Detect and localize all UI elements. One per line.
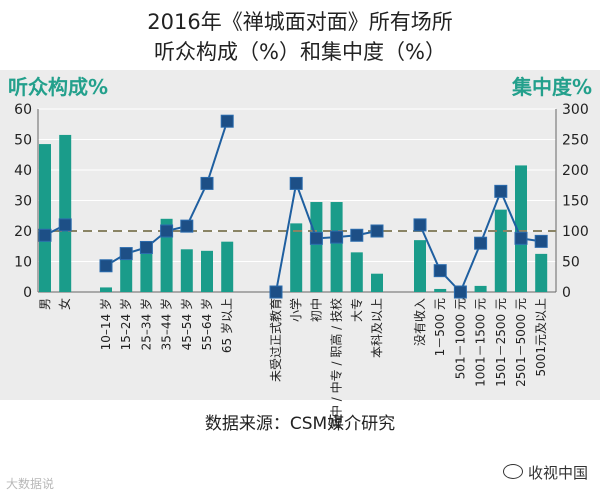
x-tick-label: 高中 / 中专 / 职高 / 技校 <box>329 298 344 429</box>
marker-age-0 <box>99 259 113 273</box>
bar-age-4 <box>180 249 193 292</box>
left-tick-label: 60 <box>14 102 32 118</box>
marker-age-4 <box>180 219 194 233</box>
data-source: 数据来源：CSM媒介研究 <box>204 414 396 434</box>
bar-income-0 <box>414 240 426 292</box>
x-tick-label: 15–24 岁 <box>118 298 133 350</box>
right-tick-label: 50 <box>562 255 580 271</box>
left-tick-label: 0 <box>23 285 32 301</box>
x-tick-label: 10–14 岁 <box>98 298 113 350</box>
left-axis-label: 听众构成% <box>8 75 108 99</box>
x-tick-label: 未受过正式教育 <box>268 298 283 382</box>
x-tick-label: 男 <box>38 298 52 310</box>
x-tick-label: 35–44 岁 <box>159 298 174 350</box>
left-tick-label: 10 <box>14 255 32 271</box>
marker-education-5 <box>370 224 384 238</box>
left-tick-label: 30 <box>14 194 32 210</box>
bar-gender-1 <box>59 134 72 292</box>
marker-income-3 <box>474 236 488 250</box>
bar-age-2 <box>140 250 153 292</box>
bar-education-3 <box>330 202 343 292</box>
x-tick-label: 小学 <box>288 298 303 322</box>
bar-income-5 <box>515 165 527 292</box>
x-tick-label: 1001－1500 元 <box>474 298 488 387</box>
marker-age-5 <box>200 176 214 190</box>
x-tick-label: 45–54 岁 <box>179 298 194 350</box>
x-tick-label: 1501－2500 元 <box>494 298 508 387</box>
marker-education-0 <box>269 285 283 299</box>
bar-age-1 <box>120 255 133 292</box>
bar-income-4 <box>494 209 507 292</box>
chart-title-line-2: 听众构成（%）和集中度（%） <box>154 40 446 64</box>
wechat-icon <box>502 464 523 479</box>
bar-income-1 <box>434 288 447 292</box>
bar-age-6 <box>221 241 234 292</box>
x-tick-label: 大专 <box>349 298 364 322</box>
right-tick-label: 250 <box>562 133 589 149</box>
bar-education-4 <box>350 252 363 292</box>
x-tick-label: 2501－5000 元 <box>514 298 528 387</box>
right-tick-label: 0 <box>562 285 571 301</box>
right-tick-label: 150 <box>562 194 589 210</box>
left-tick-label: 40 <box>14 163 32 179</box>
chart-title-line-1: 2016年《禅城面对面》所有场所 <box>147 10 453 34</box>
marker-income-2 <box>453 285 467 299</box>
marker-age-6 <box>220 114 234 128</box>
marker-education-2 <box>309 231 323 245</box>
x-tick-label: 本科及以上 <box>370 298 384 358</box>
marker-education-3 <box>330 230 344 244</box>
marker-income-1 <box>433 264 447 278</box>
x-tick-label: 55–64 岁 <box>199 298 214 350</box>
bar-education-5 <box>371 273 383 292</box>
x-tick-label: 1－500 元 <box>433 298 447 356</box>
x-tick-label: 初中 <box>308 298 323 322</box>
marker-income-4 <box>494 184 508 198</box>
watermark-left: 大数据说 <box>6 477 55 491</box>
marker-income-6 <box>534 234 548 248</box>
left-tick-label: 50 <box>14 133 32 149</box>
x-tick-label: 女 <box>57 298 72 310</box>
marker-education-1 <box>289 176 303 190</box>
x-tick-label: 没有收入 <box>412 298 427 346</box>
bar-age-0 <box>100 287 112 292</box>
right-axis-label: 集中度% <box>511 75 592 99</box>
x-tick-label: 65 岁以上 <box>219 298 234 353</box>
marker-income-0 <box>413 218 427 232</box>
bar-age-5 <box>201 250 213 292</box>
watermark-right: 收视中国 <box>502 462 588 483</box>
bar-gender-0 <box>39 144 51 292</box>
bar-education-2 <box>310 202 323 292</box>
x-tick-label: 5001元及以上 <box>534 298 548 377</box>
bar-education-1 <box>290 223 303 292</box>
watermark-right-text: 收视中国 <box>527 464 588 482</box>
bar-income-6 <box>535 253 548 292</box>
marker-education-4 <box>350 228 364 242</box>
marker-age-2 <box>139 240 153 254</box>
left-tick-label: 20 <box>14 224 32 240</box>
x-tick-label: 501－1000 元 <box>453 298 467 379</box>
right-tick-label: 200 <box>562 163 589 179</box>
marker-age-3 <box>160 224 174 238</box>
right-tick-label: 100 <box>562 224 589 240</box>
marker-gender-0 <box>38 228 52 242</box>
marker-gender-1 <box>58 218 72 232</box>
bar-income-3 <box>474 285 487 292</box>
marker-income-5 <box>514 231 528 245</box>
x-tick-label: 25–34 岁 <box>138 298 153 350</box>
marker-age-1 <box>119 247 133 261</box>
right-tick-label: 300 <box>562 102 589 118</box>
